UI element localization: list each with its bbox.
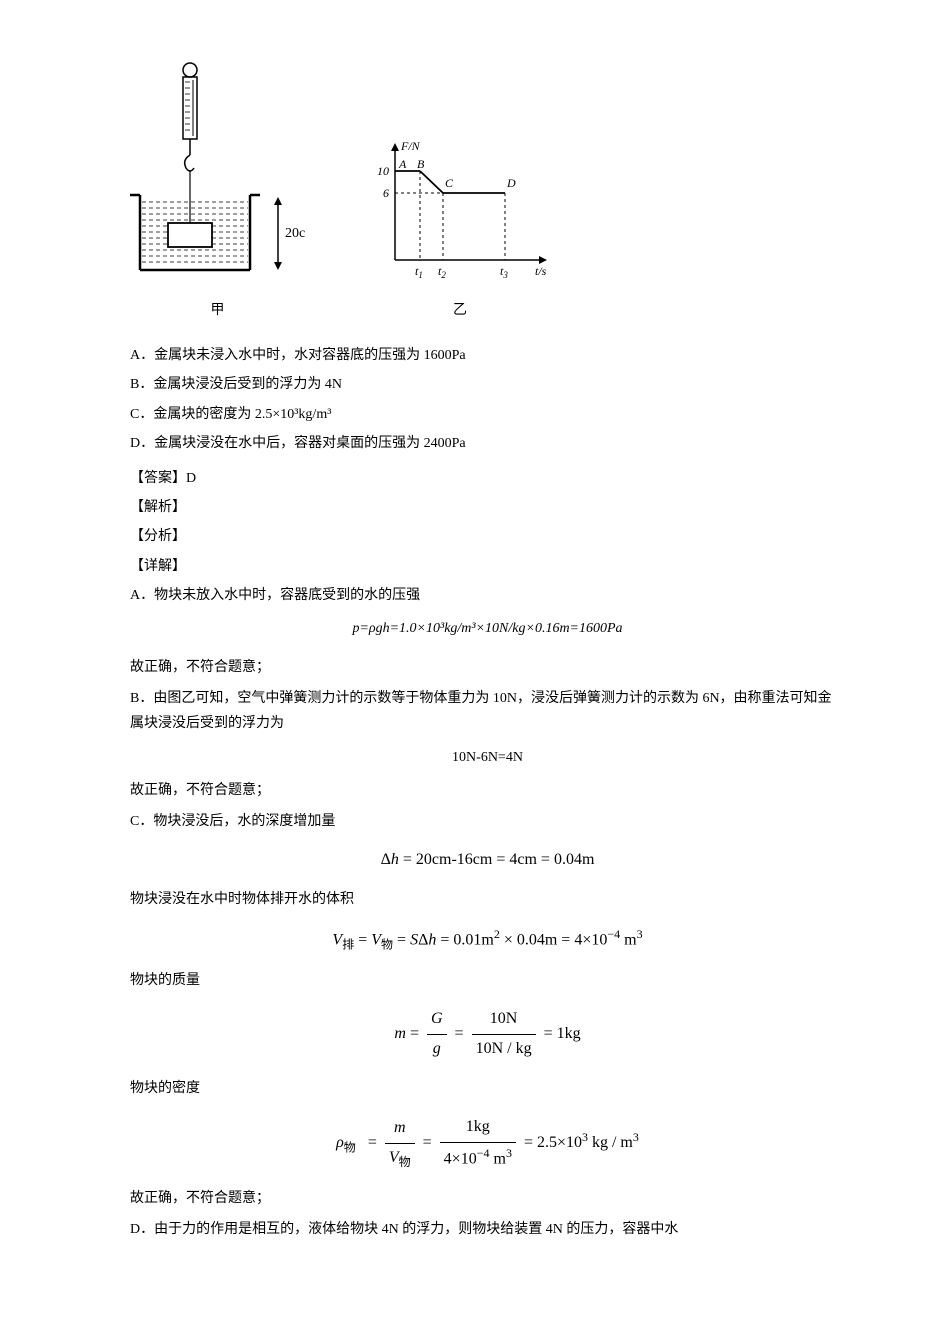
section-xiangjie: 【详解】 bbox=[130, 554, 845, 579]
svg-text:t2: t2 bbox=[438, 264, 446, 280]
exp-c-formula2: V排 = V物 = SΔh = 0.01m2 × 0.04m = 4×10−4 … bbox=[130, 924, 845, 956]
exp-b-line1: B．由图乙可知，空气中弹簧测力计的示数等于物体重力为 10N，浸没后弹簧测力计的… bbox=[130, 686, 845, 736]
exp-d-line1: D．由于力的作用是相互的，液体给物块 4N 的浮力，则物块给装置 4N 的压力，… bbox=[130, 1217, 845, 1242]
exp-a-formula-text: p=ρgh=1.0×10³kg/m³×10N/kg×0.16m=1600Pa bbox=[352, 621, 622, 636]
option-d: D．金属块浸没在水中后，容器对桌面的压强为 2400Pa bbox=[130, 431, 845, 456]
svg-text:6: 6 bbox=[383, 186, 389, 200]
option-b: B．金属块浸没后受到的浮力为 4N bbox=[130, 372, 845, 397]
exp-c-line3: 物块的质量 bbox=[130, 968, 845, 993]
apparatus-diagram: 20cm bbox=[130, 60, 305, 290]
answer: 【答案】D bbox=[130, 466, 845, 491]
exp-c-formula1: Δh = 20cm-16cm = 4cm = 0.04m bbox=[130, 846, 845, 875]
svg-text:10: 10 bbox=[377, 164, 389, 178]
depth-label: 20cm bbox=[285, 226, 305, 241]
graph-diagram: F/N t/s 10 6 A B C D t1 t2 bbox=[365, 135, 555, 290]
svg-text:t/s: t/s bbox=[535, 264, 547, 278]
exp-a-conclusion: 故正确，不符合题意； bbox=[130, 655, 845, 680]
exp-b-conclusion: 故正确，不符合题意； bbox=[130, 778, 845, 803]
exp-c-line4: 物块的密度 bbox=[130, 1076, 845, 1101]
option-c: C．金属块的密度为 2.5×10³kg/m³ bbox=[130, 402, 845, 427]
figure-jia-label: 甲 bbox=[211, 298, 225, 323]
exp-c-formula4: ρ物 = mV物 = 1kg4×10−4 m3 = 2.5×103 kg / m… bbox=[130, 1113, 845, 1174]
svg-text:D: D bbox=[506, 176, 516, 190]
exp-c-formula3: m = Gg = 10N10N / kg = 1kg bbox=[130, 1005, 845, 1064]
exp-a-formula: p=ρgh=1.0×10³kg/m³×10N/kg×0.16m=1600Pa bbox=[130, 616, 845, 641]
options-block: A．金属块未浸入水中时，水对容器底的压强为 1600Pa B．金属块浸没后受到的… bbox=[130, 343, 845, 456]
svg-text:F/N: F/N bbox=[400, 139, 421, 153]
section-jiexi: 【解析】 bbox=[130, 495, 845, 520]
exp-b-formula: 10N-6N=4N bbox=[130, 745, 845, 770]
svg-text:t3: t3 bbox=[500, 264, 508, 280]
option-a: A．金属块未浸入水中时，水对容器底的压强为 1600Pa bbox=[130, 343, 845, 368]
figure-yi: F/N t/s 10 6 A B C D t1 t2 bbox=[365, 135, 555, 323]
svg-text:B: B bbox=[417, 157, 425, 171]
figure-jia: 20cm 甲 bbox=[130, 60, 305, 323]
exp-a-line1: A．物块未放入水中时，容器底受到的水的压强 bbox=[130, 583, 845, 608]
exp-c-conclusion: 故正确，不符合题意； bbox=[130, 1186, 845, 1211]
exp-c-f1-rhs: = 20cm-16cm = 4cm = 0.04m bbox=[403, 851, 594, 868]
figures-row: 20cm 甲 F/N t/s 10 6 A B C D bbox=[130, 60, 845, 323]
exp-c-line1: C．物块浸没后，水的深度增加量 bbox=[130, 809, 845, 834]
svg-text:C: C bbox=[445, 176, 454, 190]
exp-c-line2: 物块浸没在水中时物体排开水的体积 bbox=[130, 887, 845, 912]
section-fenxi: 【分析】 bbox=[130, 524, 845, 549]
svg-text:t1: t1 bbox=[415, 264, 423, 280]
figure-yi-label: 乙 bbox=[453, 298, 467, 323]
svg-text:A: A bbox=[398, 157, 407, 171]
